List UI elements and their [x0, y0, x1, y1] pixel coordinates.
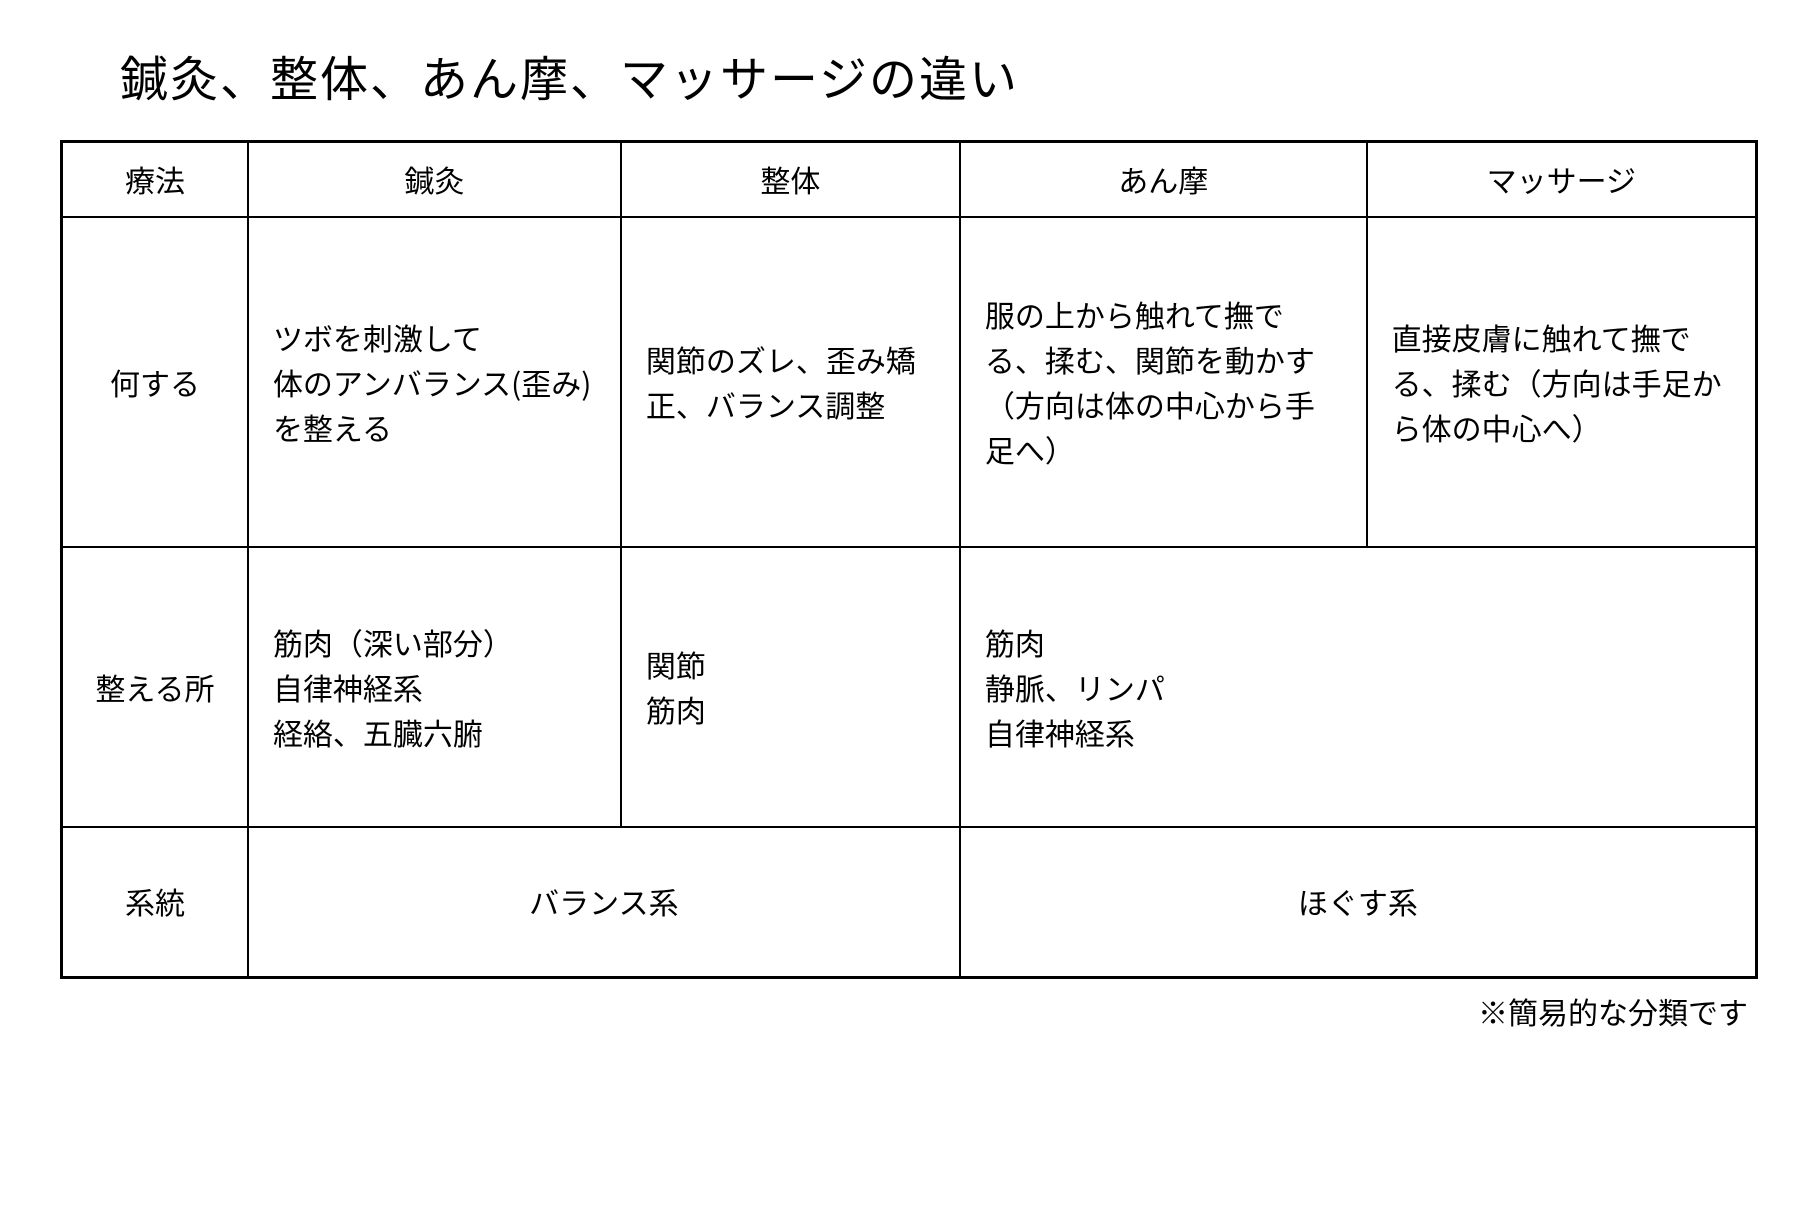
- table-header-row: 療法 鍼灸 整体 あん摩 マッサージ: [62, 142, 1757, 218]
- row-system-cell-1: バランス系: [248, 827, 960, 977]
- page-title: 鍼灸、整体、あん摩、マッサージの違い: [120, 40, 1758, 110]
- footnote: ※簡易的な分類です: [60, 989, 1758, 1033]
- header-label: 療法: [62, 142, 248, 218]
- table-row-where: 整える所 筋肉（深い部分）自律神経系経絡、五臓六腑 関節筋肉 筋肉静脈、リンパ自…: [62, 547, 1757, 827]
- row-where-cell-2: 関節筋肉: [621, 547, 960, 827]
- row-where-label: 整える所: [62, 547, 248, 827]
- row-where-cell-1: 筋肉（深い部分）自律神経系経絡、五臓六腑: [248, 547, 621, 827]
- header-col-4: マッサージ: [1367, 142, 1757, 218]
- comparison-table: 療法 鍼灸 整体 あん摩 マッサージ 何する ツボを刺激して体のアンバランス(歪…: [60, 140, 1758, 979]
- row-what-cell-3: 服の上から触れて撫でる、揉む、関節を動かす（方向は体の中心から手足へ）: [960, 217, 1367, 547]
- row-what-cell-2: 関節のズレ、歪み矯正、バランス調整: [621, 217, 960, 547]
- row-system-label: 系統: [62, 827, 248, 977]
- row-where-cell-merged: 筋肉静脈、リンパ自律神経系: [960, 547, 1757, 827]
- table-row-what: 何する ツボを刺激して体のアンバランス(歪み)を整える 関節のズレ、歪み矯正、バ…: [62, 217, 1757, 547]
- header-col-3: あん摩: [960, 142, 1367, 218]
- row-what-label: 何する: [62, 217, 248, 547]
- row-what-cell-4: 直接皮膚に触れて撫でる、揉む（方向は手足から体の中心へ）: [1367, 217, 1757, 547]
- table-row-system: 系統 バランス系 ほぐす系: [62, 827, 1757, 977]
- row-what-cell-1: ツボを刺激して体のアンバランス(歪み)を整える: [248, 217, 621, 547]
- row-system-cell-2: ほぐす系: [960, 827, 1757, 977]
- header-col-1: 鍼灸: [248, 142, 621, 218]
- header-col-2: 整体: [621, 142, 960, 218]
